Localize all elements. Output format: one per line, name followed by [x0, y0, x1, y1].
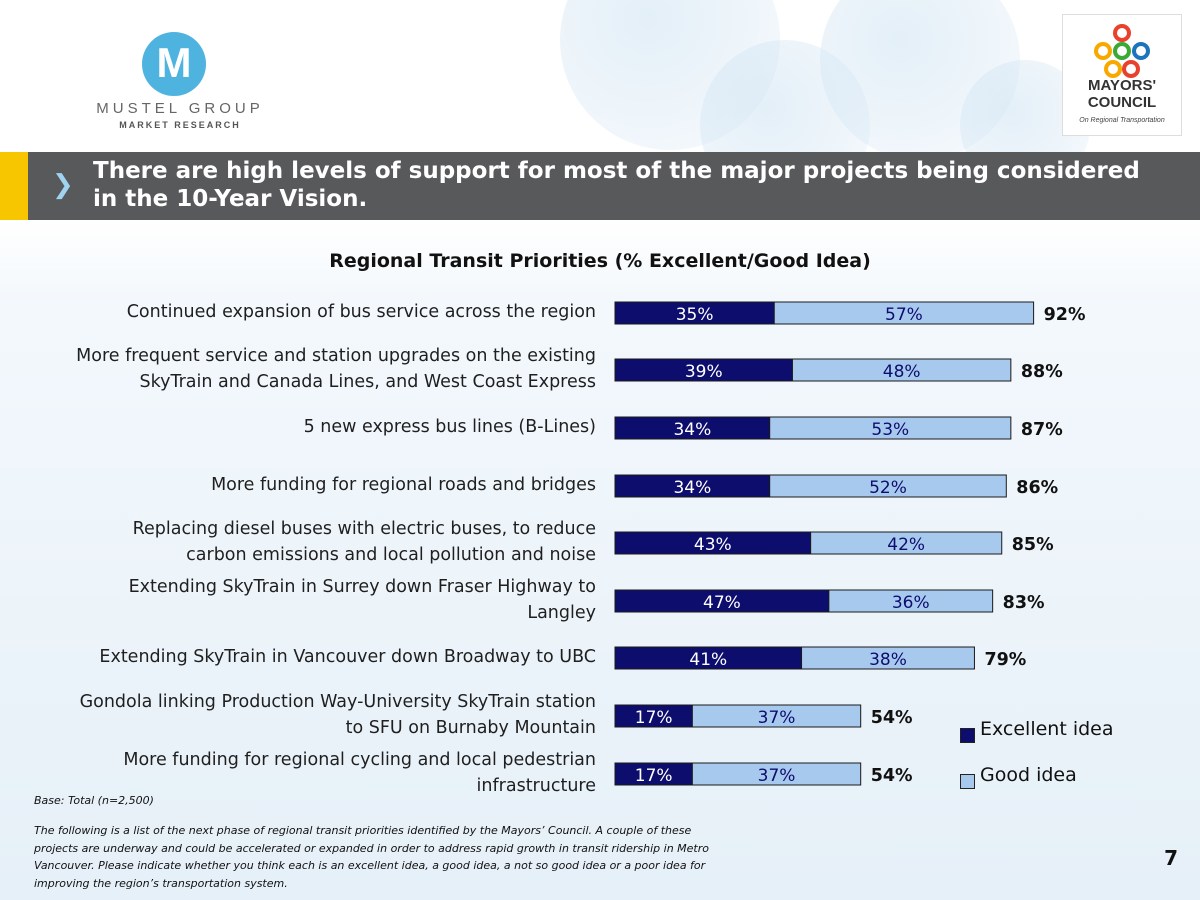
category-label-line: More funding for regional cycling and lo…	[123, 750, 596, 770]
category-label-line: More frequent service and station upgrad…	[76, 346, 596, 366]
legend-label-good: Good idea	[980, 764, 1077, 786]
logo-subtitle: On Regional Transportation	[1079, 117, 1165, 124]
ring-red-low	[1122, 60, 1140, 78]
legend-swatch-good	[960, 774, 975, 789]
slide-title: There are high levels of support for mos…	[93, 157, 1183, 213]
data-label-good: 37%	[758, 708, 796, 728]
legend: Excellent idea Good idea	[960, 718, 1160, 810]
category-label: More funding for regional cycling and lo…	[36, 747, 596, 799]
legend-label-excellent: Excellent idea	[980, 718, 1114, 740]
legend-item-good: Good idea	[960, 764, 1160, 810]
category-label: 5 new express bus lines (B-Lines)	[36, 414, 596, 440]
logo-name: MUSTEL GROUP	[96, 100, 264, 117]
page-number: 7	[1164, 846, 1178, 870]
data-label-good: 52%	[869, 478, 907, 498]
category-label-line: to SFU on Burnaby Mountain	[345, 718, 596, 738]
logo-title-line1: MAYORS'	[1087, 77, 1157, 94]
data-label-good: 53%	[871, 420, 909, 440]
bar-good	[828, 589, 994, 613]
data-label-good: 36%	[892, 593, 930, 613]
base-note: Base: Total (n=2,500)	[34, 794, 154, 807]
data-label-excellent: 41%	[689, 650, 727, 670]
rings-icon	[1094, 24, 1150, 78]
data-label-excellent: 35%	[676, 305, 714, 325]
logo-title-line2: COUNCIL	[1087, 94, 1157, 111]
data-label-good: 42%	[887, 535, 925, 555]
ring-orange-low	[1104, 60, 1122, 78]
data-label-total: 85%	[1012, 535, 1054, 555]
category-label-line: SkyTrain and Canada Lines, and West Coas…	[139, 372, 596, 392]
legend-swatch-excellent	[960, 728, 975, 743]
category-label-line: Langley	[527, 603, 596, 623]
data-label-excellent: 17%	[635, 708, 673, 728]
data-label-excellent: 34%	[673, 478, 711, 498]
category-label: Replacing diesel buses with electric bus…	[36, 516, 596, 568]
category-label: Continued expansion of bus service acros…	[36, 299, 596, 325]
ring-red	[1113, 24, 1131, 42]
chart-title: Regional Transit Priorities (% Excellent…	[329, 250, 871, 272]
category-label: Extending SkyTrain in Surrey down Fraser…	[36, 574, 596, 626]
data-label-excellent: 17%	[635, 766, 673, 786]
category-label-line: More funding for regional roads and brid…	[211, 475, 596, 495]
data-label-total: 88%	[1021, 362, 1063, 382]
data-label-excellent: 47%	[703, 593, 741, 613]
category-label-line: Continued expansion of bus service acros…	[126, 302, 596, 322]
bar-good	[769, 474, 1007, 498]
data-label-good: 38%	[869, 650, 907, 670]
category-label-line: Replacing diesel buses with electric bus…	[132, 519, 596, 539]
category-label: More funding for regional roads and brid…	[36, 472, 596, 498]
data-label-total: 86%	[1016, 478, 1058, 498]
slide-title-line1: There are high levels of support for mos…	[93, 158, 1140, 184]
category-label: Gondola linking Production Way-Universit…	[36, 689, 596, 741]
bar-good	[691, 704, 862, 728]
data-label-total: 54%	[871, 766, 913, 786]
bar-good	[769, 416, 1012, 440]
data-label-total: 54%	[871, 708, 913, 728]
logo-circle: M	[142, 32, 206, 96]
category-label: More frequent service and station upgrad…	[36, 343, 596, 395]
data-label-good: 37%	[758, 766, 796, 786]
ring-green	[1113, 42, 1131, 60]
category-label-line: Gondola linking Production Way-Universit…	[79, 692, 596, 712]
mayors-council-logo: MAYORS' COUNCIL On Regional Transportati…	[1062, 14, 1182, 136]
slide-title-line2: in the 10-Year Vision.	[93, 186, 368, 212]
ring-blue	[1132, 42, 1150, 60]
title-accent	[0, 152, 28, 220]
data-label-excellent: 43%	[694, 535, 732, 555]
data-label-total: 79%	[984, 650, 1026, 670]
ring-orange	[1094, 42, 1112, 60]
data-label-good: 57%	[885, 305, 923, 325]
category-label-line: infrastructure	[476, 776, 596, 796]
logo-mark: M	[156, 39, 192, 86]
bar-good	[773, 301, 1035, 325]
data-label-excellent: 34%	[673, 420, 711, 440]
question-footnote: The following is a list of the next phas…	[34, 824, 709, 890]
bar-good	[691, 762, 862, 786]
bar-good	[791, 358, 1012, 382]
category-label-line: Extending SkyTrain in Vancouver down Bro…	[99, 647, 596, 667]
category-label: Extending SkyTrain in Vancouver down Bro…	[36, 644, 596, 670]
bar-good	[810, 531, 1003, 555]
data-label-good: 48%	[883, 362, 921, 382]
data-label-total: 92%	[1044, 305, 1086, 325]
category-label-line: 5 new express bus lines (B-Lines)	[303, 417, 596, 437]
chevron-right-icon: ❯	[52, 170, 74, 200]
category-label-line: carbon emissions and local pollution and…	[186, 545, 596, 565]
mustel-group-logo: M MUSTEL GROUP MARKET RESEARCH	[85, 30, 275, 140]
category-label-line: Extending SkyTrain in Surrey down Fraser…	[128, 577, 596, 597]
legend-item-excellent: Excellent idea	[960, 718, 1160, 764]
bar-good	[801, 646, 975, 670]
data-label-total: 87%	[1021, 420, 1063, 440]
data-label-excellent: 39%	[685, 362, 723, 382]
title-bar: ❯ There are high levels of support for m…	[0, 152, 1200, 220]
logo-title: MAYORS' COUNCIL	[1063, 77, 1181, 111]
logo-tagline: MARKET RESEARCH	[119, 120, 241, 130]
data-label-total: 83%	[1003, 593, 1045, 613]
